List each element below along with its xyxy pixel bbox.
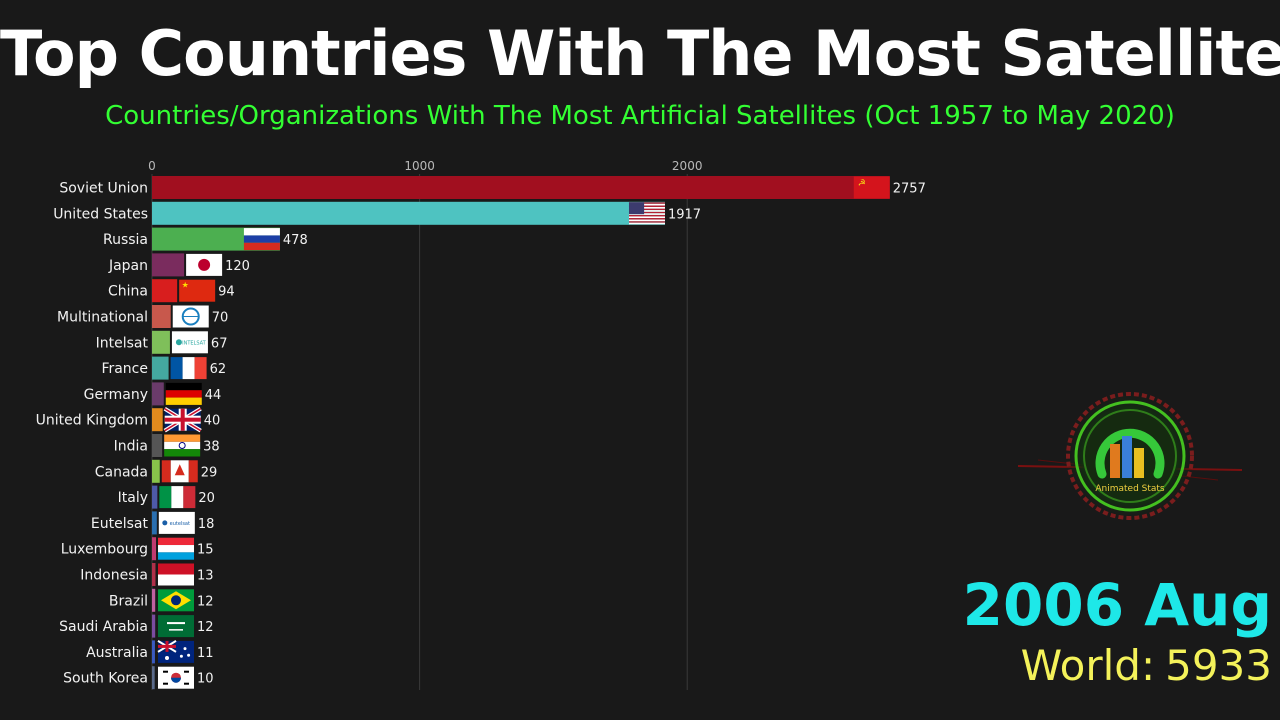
italy-flag (159, 486, 196, 509)
indonesia-flag (158, 563, 194, 586)
bar (152, 382, 164, 406)
date-label: 2006 Aug (962, 571, 1272, 639)
bar (152, 563, 156, 586)
category-label: Multinational (57, 310, 148, 326)
x-tick-label: 0 (148, 159, 156, 173)
bar (152, 356, 169, 380)
chart-subtitle: Countries/Organizations With The Most Ar… (105, 101, 1175, 131)
intelsat-logo: INTELSAT (171, 331, 208, 354)
bar (152, 537, 157, 561)
china-flag: ★ (179, 279, 216, 302)
bar (152, 253, 185, 277)
bar (152, 588, 156, 612)
category-label: India (114, 439, 148, 455)
value-label: 12 (197, 620, 214, 635)
bar (152, 305, 171, 328)
value-label: 62 (210, 362, 227, 377)
bar (152, 666, 155, 690)
value-label: 94 (218, 285, 235, 300)
bar (152, 511, 157, 535)
category-label: Saudi Arabia (59, 619, 148, 635)
category-label: Eutelsat (91, 516, 149, 532)
value-label: 18 (198, 517, 215, 532)
chart-title: Top Countries With The Most Satellites (0, 17, 1280, 90)
bar (152, 640, 155, 664)
category-label: Germany (84, 387, 148, 403)
x-tick-label: 2000 (672, 159, 703, 173)
value-label: 10 (197, 672, 214, 687)
category-label: Italy (118, 490, 148, 506)
bar (152, 485, 158, 509)
world-total-label: World: (1020, 641, 1156, 690)
saudi-arabia-flag (158, 615, 194, 638)
south-korea-flag (158, 666, 194, 689)
category-label: South Korea (63, 671, 148, 687)
svg-text:INTELSAT: INTELSAT (182, 340, 207, 346)
category-label: France (101, 361, 148, 377)
india-flag (164, 434, 201, 457)
svg-text:eutelsat: eutelsat (170, 521, 190, 527)
germany-flag (165, 382, 202, 405)
value-label: 478 (283, 233, 308, 248)
category-label: Canada (95, 464, 148, 480)
value-label: 29 (201, 465, 218, 480)
value-label: 13 (197, 569, 214, 584)
value-label: 67 (211, 336, 228, 351)
value-label: 2757 (893, 182, 926, 197)
category-label: Indonesia (80, 568, 148, 584)
value-label: 15 (197, 543, 214, 558)
category-label: Soviet Union (59, 181, 148, 197)
japan-flag (186, 253, 223, 276)
value-label: 12 (197, 594, 214, 609)
category-label: Intelsat (96, 335, 149, 351)
value-label: 11 (197, 646, 214, 661)
category-label: Luxembourg (61, 542, 148, 558)
canada-flag (161, 460, 198, 483)
bar (152, 434, 163, 457)
value-label: 70 (212, 311, 229, 326)
world-total-value: 5933 (1165, 641, 1272, 690)
bar (152, 201, 665, 225)
logo-text: Animated Stats (1095, 484, 1165, 494)
svg-text:☭: ☭ (858, 179, 866, 189)
category-label: Australia (86, 645, 148, 661)
world-total: World: 5933 (1021, 640, 1272, 692)
svg-text:★: ★ (182, 281, 189, 290)
bar (152, 408, 163, 432)
world-bank-logo (172, 305, 209, 328)
value-label: 20 (198, 491, 215, 506)
luxembourg-flag (158, 537, 195, 560)
value-label: 40 (204, 414, 221, 429)
australia-flag (157, 640, 194, 663)
bar (152, 176, 890, 199)
value-label: 38 (203, 440, 220, 455)
x-tick-label: 1000 (404, 159, 435, 173)
usa-flag (628, 202, 665, 225)
category-label: Brazil (109, 593, 148, 609)
category-label: United States (53, 206, 148, 222)
eutelsat-logo: eutelsat (158, 511, 195, 534)
russia-flag (243, 228, 280, 251)
bar (152, 459, 160, 483)
category-label: China (108, 284, 148, 300)
bar (152, 330, 170, 354)
bar (152, 279, 178, 303)
france-flag (170, 357, 207, 380)
category-label: Russia (103, 232, 148, 248)
category-label: Japan (108, 258, 148, 274)
value-label: 44 (205, 388, 222, 403)
category-label: United Kingdom (36, 413, 148, 429)
value-label: 120 (225, 259, 250, 274)
bar (152, 614, 156, 638)
brazil-flag (158, 589, 194, 612)
ussr-flag: ☭ (853, 176, 890, 199)
bar-chart: 0 1000 2000 Soviet Union ☭ 2757 United States 1… (36, 159, 926, 690)
value-label: 1917 (668, 207, 701, 222)
uk-flag (163, 406, 202, 433)
animated-stats-logo: Animated Stats (1018, 390, 1242, 522)
